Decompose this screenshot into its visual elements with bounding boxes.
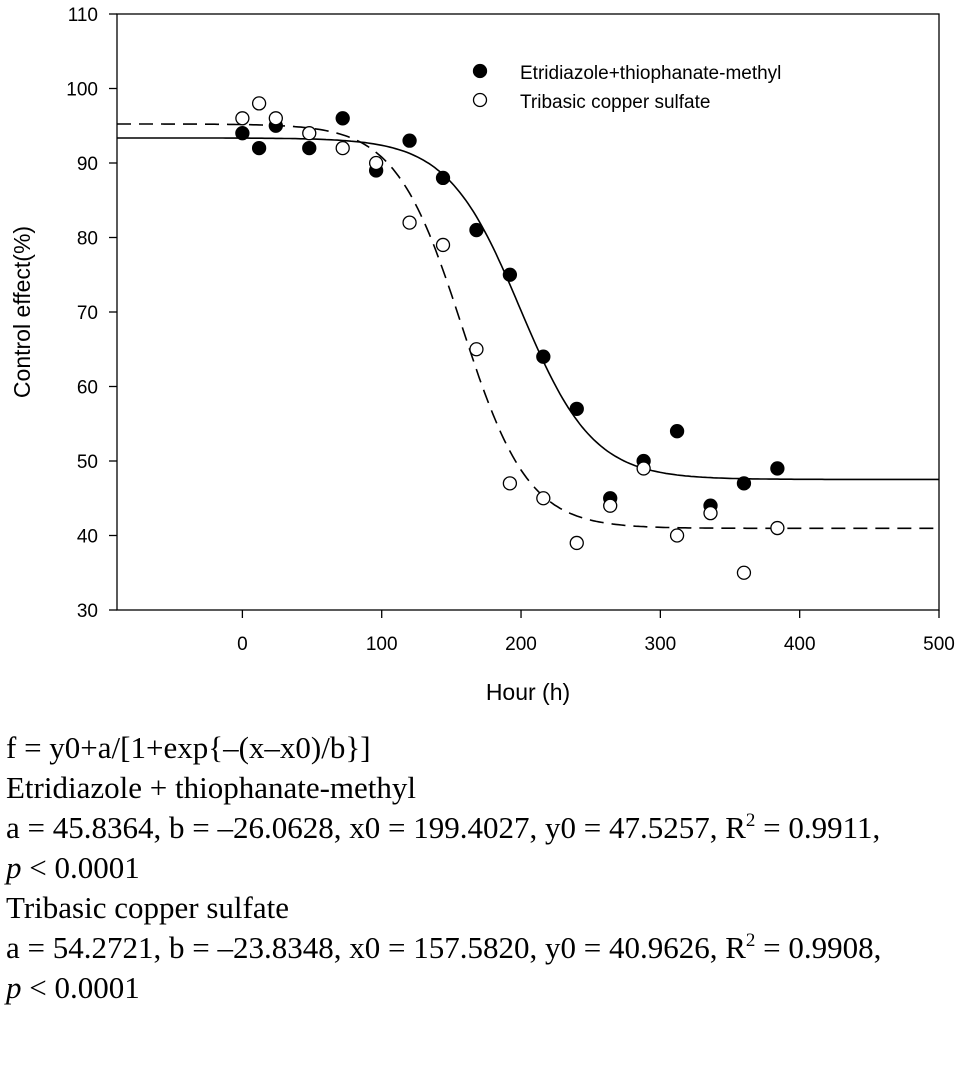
data-point-series-2: [569, 535, 584, 551]
x-tick-label: 500: [923, 634, 955, 655]
data-point-series-1: [235, 126, 250, 141]
x-tick-label: 0: [237, 634, 248, 655]
data-point-series-1: [335, 111, 350, 126]
data-point-series-1: [770, 461, 785, 476]
data-point-series-2: [736, 565, 752, 580]
series2-r2-exponent: 2: [745, 930, 756, 951]
series2-p-symbol: p: [6, 970, 22, 1005]
data-point-series-1: [569, 401, 584, 417]
data-point-series-2: [368, 155, 384, 171]
series2-p-value: < 0.0001: [21, 970, 140, 1005]
data-point-series-1: [469, 222, 484, 238]
fit-curve-series-2: [117, 123, 939, 530]
y-tick-label: 100: [66, 80, 98, 101]
data-point-series-1: [302, 140, 317, 156]
x-tick-label: 200: [505, 634, 537, 655]
x-tick-label: 400: [784, 634, 816, 655]
y-tick-label: 80: [77, 229, 98, 250]
legend-label-series-1: Etridiazole+thiophanate-methyl: [520, 63, 781, 84]
data-point-series-2: [435, 237, 451, 253]
series1-p-value: < 0.0001: [21, 850, 140, 885]
data-point-series-2: [469, 342, 484, 357]
data-point-series-1: [251, 140, 267, 156]
data-point-series-1: [435, 170, 451, 186]
data-point-series-2: [402, 215, 417, 230]
data-point-series-1: [669, 424, 685, 439]
y-tick-label: 70: [77, 303, 98, 324]
series1-r2-value: = 0.9911,: [755, 810, 881, 845]
series2-name-line: Tribasic copper sulfate: [6, 890, 289, 925]
data-point-series-2: [502, 476, 518, 491]
data-point-series-2: [669, 528, 685, 543]
series1-name-line: Etridiazole + thiophanate-methyl: [6, 770, 417, 805]
y-axis-label: Control effect(%): [9, 226, 35, 398]
legend-marker-filled-circle: [472, 63, 488, 79]
data-point-series-2: [603, 498, 618, 513]
series1-params: a = 45.8364, b = –26.0628, x0 = 199.4027…: [6, 810, 746, 845]
data-point-series-2: [536, 491, 551, 506]
series1-p-symbol: p: [6, 850, 22, 885]
series1-r2-exponent: 2: [745, 810, 756, 831]
series1-p-line: p < 0.0001: [6, 848, 966, 888]
series2-r2-value: = 0.9908,: [755, 930, 882, 965]
data-point-series-2: [770, 520, 785, 536]
y-tick-label: 40: [77, 527, 98, 548]
fit-curve-series-1: [117, 137, 939, 481]
data-point-series-2: [302, 126, 317, 141]
data-point-series-2: [251, 96, 267, 111]
series2-params: a = 54.2721, b = –23.8348, x0 = 157.5820…: [6, 930, 746, 965]
x-tick-label: 100: [366, 634, 398, 655]
legend: Etridiazole+thiophanate-methyl Tribasic …: [472, 63, 781, 113]
data-point-series-2: [335, 140, 350, 156]
x-tick-label: 300: [645, 634, 677, 655]
x-axis-label: Hour (h): [486, 679, 570, 705]
y-tick-label: 30: [77, 601, 98, 622]
data-point-series-2: [235, 111, 250, 126]
data-point-series-2: [636, 461, 651, 476]
formula-line: f = y0+a/[1+exp{–(x–x0)/b}]: [6, 730, 371, 765]
y-tick-label: 90: [77, 154, 98, 175]
legend-marker-open-circle: [472, 92, 488, 108]
data-point-series-1: [536, 349, 551, 364]
y-tick-label: 50: [77, 452, 98, 473]
y-tick-label: 60: [77, 378, 98, 399]
fit-notes: f = y0+a/[1+exp{–(x–x0)/b}] Etridiazole …: [6, 728, 966, 1008]
chart: 0 100 200 300 400 500 30 40 50 60 70 80 90 100 110 Hou…: [9, 5, 955, 705]
data-point-series-2: [268, 111, 283, 126]
series2-p-line: p < 0.0001: [6, 968, 966, 1008]
series1-params-line: a = 45.8364, b = –26.0628, x0 = 199.4027…: [6, 808, 966, 848]
series2-params-line: a = 54.2721, b = –23.8348, x0 = 157.5820…: [6, 928, 966, 968]
legend-label-series-2: Tribasic copper sulfate: [520, 92, 710, 113]
data-point-series-1: [502, 267, 518, 282]
fit-curves: [117, 123, 939, 530]
data-point-series-1: [402, 133, 417, 148]
data-point-series-1: [736, 476, 752, 491]
data-points: [235, 96, 785, 580]
axis-ticks: 0 100 200 300 400 500 30 40 50 60 70 80 90 100 110: [66, 5, 955, 655]
data-point-series-2: [703, 506, 718, 521]
y-tick-label: 110: [68, 5, 98, 26]
